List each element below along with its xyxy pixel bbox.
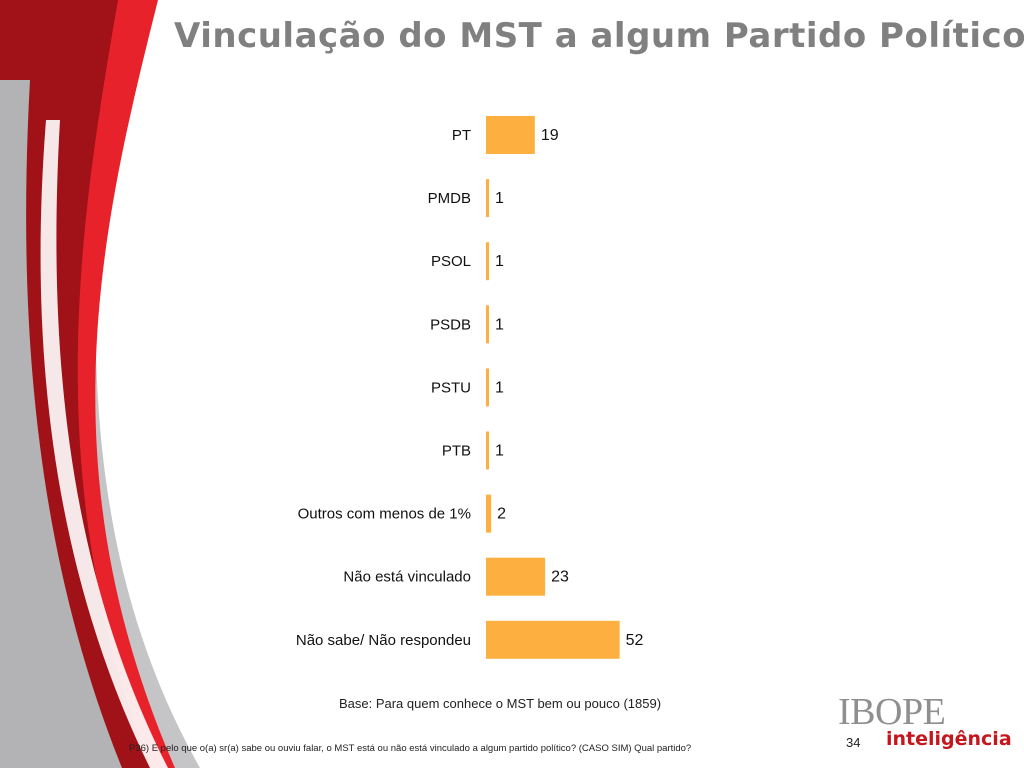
bar <box>486 557 546 596</box>
logo-brand-text: IBOPE <box>838 691 946 733</box>
bar <box>486 242 489 281</box>
bar <box>486 368 489 407</box>
data-label: 1 <box>495 316 504 333</box>
category-label: PMDB <box>428 190 471 207</box>
data-label: 2 <box>497 506 506 523</box>
category-label: PT <box>452 127 471 144</box>
category-label: PTB <box>442 443 471 460</box>
category-label: PSTU <box>431 379 471 396</box>
category-label: Não sabe/ Não respondeu <box>296 632 471 649</box>
white-swoosh-inner <box>40 120 168 768</box>
data-label: 23 <box>551 569 569 586</box>
bar <box>486 116 535 154</box>
category-label: PSOL <box>431 253 471 270</box>
data-label: 1 <box>495 379 504 396</box>
data-label: 1 <box>495 443 504 460</box>
ibope-logo: IBOPE inteligência <box>836 690 1016 760</box>
data-label: 1 <box>495 253 504 270</box>
page-title: Vinculação do MST a algum Partido Políti… <box>174 16 1024 56</box>
category-label: Não está vinculado <box>343 569 471 586</box>
bar <box>486 494 492 533</box>
bar <box>486 305 489 344</box>
bar <box>486 179 489 218</box>
gray-swoosh-inner <box>0 80 122 768</box>
data-label: 1 <box>495 190 504 207</box>
survey-question: P36) E pelo que o(a) sr(a) sabe ou ouviu… <box>129 743 692 754</box>
logo-sub-text: inteligência <box>886 728 1012 750</box>
data-label: 19 <box>541 127 559 144</box>
bar <box>486 431 489 470</box>
page-number: 34 <box>846 735 861 750</box>
category-label: PSDB <box>430 316 471 333</box>
data-label: 52 <box>626 632 644 649</box>
category-label: Outros com menos de 1% <box>298 506 471 523</box>
bar <box>486 620 620 659</box>
base-note: Base: Para quem conhece o MST bem ou pou… <box>338 696 662 711</box>
